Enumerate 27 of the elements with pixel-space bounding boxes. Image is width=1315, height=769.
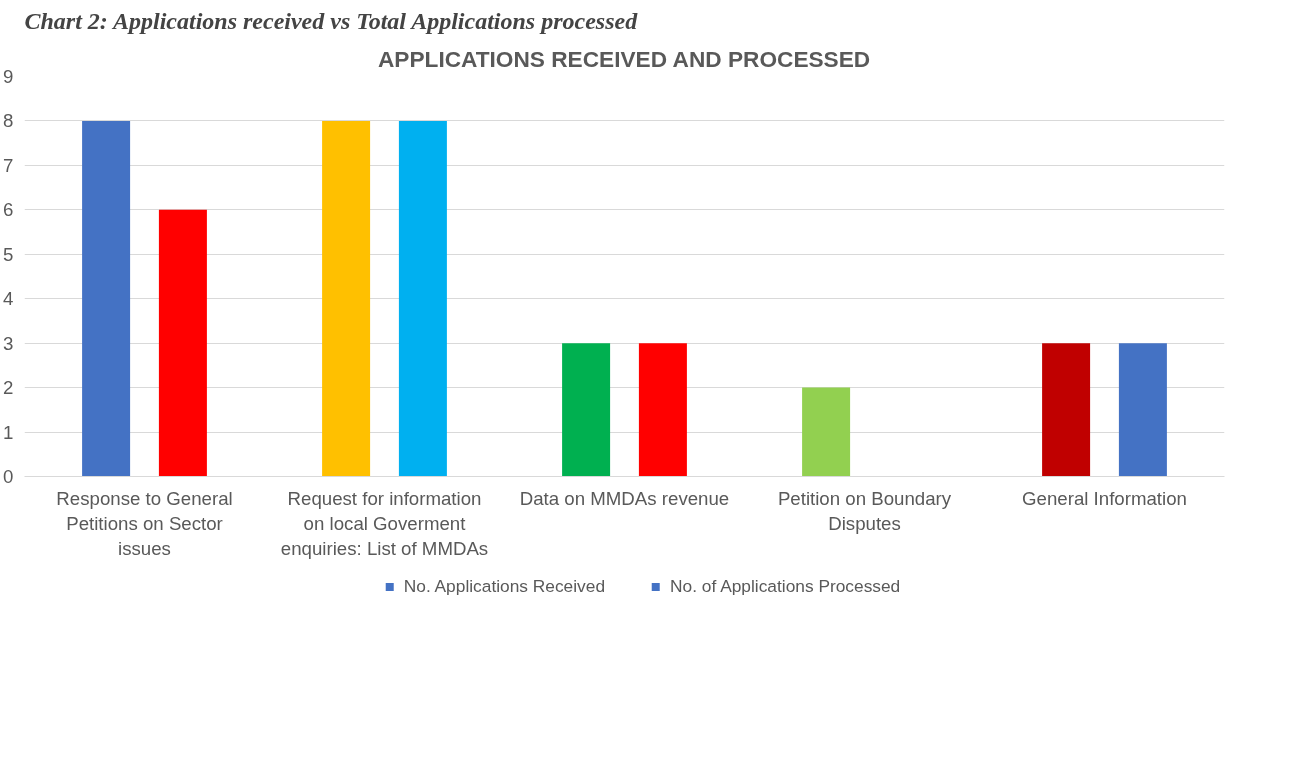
y-tick-label: 4 [3, 288, 14, 310]
y-tick-label: 2 [3, 377, 14, 399]
x-tick-label: Data on MMDAs revenue [519, 487, 730, 509]
x-tick-label: Request for information on local Goverment enquiries: List of MMDAs [280, 487, 489, 559]
bar [322, 120, 371, 477]
y-tick-label: 9 [3, 66, 14, 87]
bar [562, 343, 611, 477]
caption: Chart 2: Applications received vs Total Applications processed [24, 7, 639, 34]
bar [802, 387, 851, 477]
legend-label: No. of Applications Processed [670, 575, 901, 597]
x-tick-label: Response to General Petitions on Sector issues [56, 487, 233, 559]
bar [398, 120, 447, 477]
y-tick-label: 1 [3, 421, 14, 443]
bar [82, 120, 131, 477]
y-tick-label: 0 [3, 466, 14, 487]
y-tick-label: 7 [3, 154, 14, 176]
y-tick-label: 5 [3, 243, 14, 265]
bar [158, 209, 207, 477]
x-tick-label: General Information [1022, 487, 1187, 509]
y-tick-label: 3 [3, 332, 14, 354]
chart-title: APPLICATIONS RECEIVED AND PROCESSED [377, 45, 871, 72]
y-tick-label: 8 [3, 110, 14, 132]
y-tick-label: 6 [3, 199, 14, 221]
legend-label: No. Applications Received [403, 575, 606, 597]
bar [1042, 343, 1091, 477]
x-tick-label: Petition on Boundary Disputes [777, 487, 952, 534]
bar [638, 343, 687, 477]
